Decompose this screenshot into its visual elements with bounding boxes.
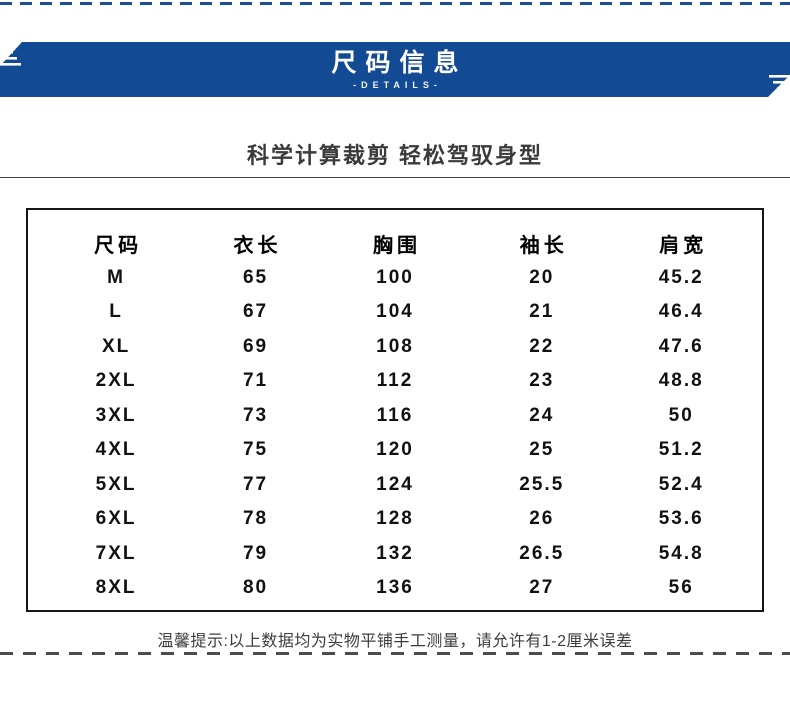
size-table-body: M 65 100 20 45.2 L 67 104 21 46.4 XL 69 108 22 47.6 2XL… bbox=[28, 261, 762, 606]
table-cell: 79 bbox=[242, 542, 269, 564]
table-cell: 77 bbox=[242, 473, 269, 495]
table-cell: 46.4 bbox=[658, 301, 704, 323]
table-cell: 26 bbox=[529, 508, 555, 530]
top-dashed-divider bbox=[0, 2, 790, 5]
table-cell: 4XL bbox=[95, 439, 137, 461]
table-cell: 3XL bbox=[95, 404, 137, 426]
table-cell: 108 bbox=[376, 335, 414, 357]
table-cell: XL bbox=[101, 335, 131, 357]
table-cell: 26.5 bbox=[519, 542, 565, 564]
bottom-dashed-divider bbox=[0, 652, 790, 655]
header-size: 尺码 bbox=[94, 234, 143, 257]
horizontal-divider bbox=[0, 177, 790, 178]
table-row: 7XL 79 132 26.5 54.8 bbox=[28, 537, 762, 572]
table-cell: 116 bbox=[376, 404, 414, 426]
table-row: 8XL 80 136 27 56 bbox=[28, 571, 762, 606]
table-cell: 7XL bbox=[95, 542, 137, 564]
table-cell: 22 bbox=[529, 335, 555, 357]
table-cell: 78 bbox=[242, 508, 269, 530]
table-cell: 112 bbox=[376, 370, 414, 392]
table-cell: 25 bbox=[529, 439, 555, 461]
table-row: 3XL 73 116 24 50 bbox=[28, 399, 762, 434]
table-cell: 45.2 bbox=[658, 266, 704, 288]
table-cell: 73 bbox=[242, 404, 269, 426]
measurement-note: 温馨提示:以上数据均为实物平铺手工测量，请允许有1-2厘米误差 bbox=[157, 633, 633, 650]
table-cell: 71 bbox=[242, 370, 269, 392]
table-cell: 24 bbox=[529, 404, 555, 426]
table-cell: 104 bbox=[376, 301, 414, 323]
table-row: M 65 100 20 45.2 bbox=[28, 261, 762, 296]
table-cell: 6XL bbox=[95, 508, 137, 530]
header-length: 衣长 bbox=[233, 234, 282, 257]
table-cell: M bbox=[107, 266, 125, 288]
table-cell: 50 bbox=[668, 404, 694, 426]
table-row: 6XL 78 128 26 53.6 bbox=[28, 502, 762, 537]
table-cell: 52.4 bbox=[658, 473, 704, 495]
table-cell: 48.8 bbox=[658, 370, 704, 392]
table-header-row: 尺码 衣长 胸围 袖长 肩宽 bbox=[28, 226, 762, 261]
table-cell: 132 bbox=[376, 542, 414, 564]
table-cell: 21 bbox=[529, 301, 555, 323]
size-table: 尺码 衣长 胸围 袖长 肩宽 M 65 100 20 45.2 L 67 104 21 46.4 X… bbox=[26, 208, 764, 612]
header-chest: 胸围 bbox=[372, 234, 421, 257]
table-cell: 67 bbox=[242, 301, 269, 323]
table-cell: 20 bbox=[529, 266, 555, 288]
table-cell: 25.5 bbox=[519, 473, 565, 495]
table-cell: 56 bbox=[668, 577, 694, 599]
table-cell: 54.8 bbox=[658, 542, 704, 564]
table-cell: L bbox=[109, 301, 123, 323]
table-row: XL 69 108 22 47.6 bbox=[28, 330, 762, 365]
table-row: 2XL 71 112 23 48.8 bbox=[28, 364, 762, 399]
header-shoulder: 肩宽 bbox=[659, 234, 708, 257]
table-cell: 27 bbox=[529, 577, 555, 599]
table-cell: 120 bbox=[376, 439, 414, 461]
banner-text-group: 尺码信息 -DETAILS- bbox=[0, 42, 790, 97]
table-cell: 75 bbox=[242, 439, 269, 461]
table-row: 4XL 75 120 25 51.2 bbox=[28, 433, 762, 468]
table-cell: 136 bbox=[376, 577, 414, 599]
table-cell: 124 bbox=[376, 473, 414, 495]
header-sleeve: 袖长 bbox=[519, 234, 568, 257]
table-cell: 53.6 bbox=[658, 508, 704, 530]
table-cell: 23 bbox=[529, 370, 555, 392]
banner-subtitle: -DETAILS- bbox=[353, 80, 442, 90]
table-cell: 51.2 bbox=[658, 439, 704, 461]
banner-background-shape bbox=[0, 42, 790, 97]
table-row: L 67 104 21 46.4 bbox=[28, 295, 762, 330]
table-cell: 8XL bbox=[95, 577, 137, 599]
table-cell: 2XL bbox=[95, 370, 137, 392]
table-cell: 100 bbox=[376, 266, 414, 288]
table-cell: 47.6 bbox=[658, 335, 704, 357]
table-cell: 80 bbox=[242, 577, 269, 599]
tagline: 科学计算裁剪 轻松驾驭身型 bbox=[246, 143, 544, 168]
table-cell: 128 bbox=[376, 508, 414, 530]
table-cell: 5XL bbox=[95, 473, 137, 495]
table-cell: 65 bbox=[242, 266, 269, 288]
size-info-banner: 尺码信息 -DETAILS- bbox=[0, 42, 790, 97]
banner-shape bbox=[0, 42, 790, 97]
table-cell: 69 bbox=[242, 335, 269, 357]
right-stripes-decoration bbox=[769, 75, 790, 90]
table-row: 5XL 77 124 25.5 52.4 bbox=[28, 468, 762, 503]
left-stripes-decoration bbox=[0, 51, 21, 66]
banner-title: 尺码信息 bbox=[331, 49, 468, 77]
